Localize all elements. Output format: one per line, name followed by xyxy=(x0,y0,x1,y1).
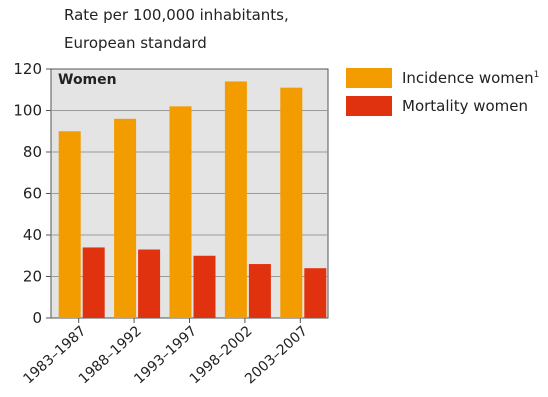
y-tick-label: 100 xyxy=(13,102,42,120)
legend-swatch-mortality xyxy=(346,96,392,116)
bar-mortality xyxy=(193,255,216,318)
bar-mortality xyxy=(304,268,327,318)
bar-incidence xyxy=(280,87,303,318)
legend-label-incidence: Incidence women1 xyxy=(402,69,539,87)
y-tick-label: 120 xyxy=(13,60,42,78)
bar-mortality xyxy=(82,247,105,318)
y-tick-label: 80 xyxy=(23,143,42,161)
bar-incidence xyxy=(224,81,247,318)
bar-incidence xyxy=(169,106,192,318)
panel-label: Women xyxy=(58,72,117,88)
y-tick-label: 60 xyxy=(23,185,42,203)
legend-label-mortality: Mortality women xyxy=(402,97,529,115)
bar-incidence xyxy=(58,131,81,318)
y-axis-title-line-1: Rate per 100,000 inhabitants, xyxy=(64,6,289,24)
y-axis-title-line-2: European standard xyxy=(64,34,207,52)
y-axis-ticks: 0 20 40 60 80 100 120 xyxy=(13,60,51,327)
y-tick-label: 20 xyxy=(23,268,42,286)
bar-mortality xyxy=(138,249,161,318)
legend-item-incidence: Incidence women1 xyxy=(346,66,539,90)
legend-item-mortality: Mortality women xyxy=(346,94,539,118)
y-tick-label: 0 xyxy=(32,309,42,327)
legend: Incidence women1 Mortality women xyxy=(346,66,539,122)
legend-footnote-marker: 1 xyxy=(533,70,540,80)
legend-swatch-incidence xyxy=(346,68,392,88)
y-tick-label: 40 xyxy=(23,226,42,244)
bar-mortality xyxy=(248,264,271,318)
bar-incidence xyxy=(114,118,137,318)
legend-text-incidence: Incidence women xyxy=(402,69,534,87)
x-axis-ticks: 1983–19871988–19921993–19971998–20022003… xyxy=(21,318,311,387)
bars xyxy=(58,81,327,318)
